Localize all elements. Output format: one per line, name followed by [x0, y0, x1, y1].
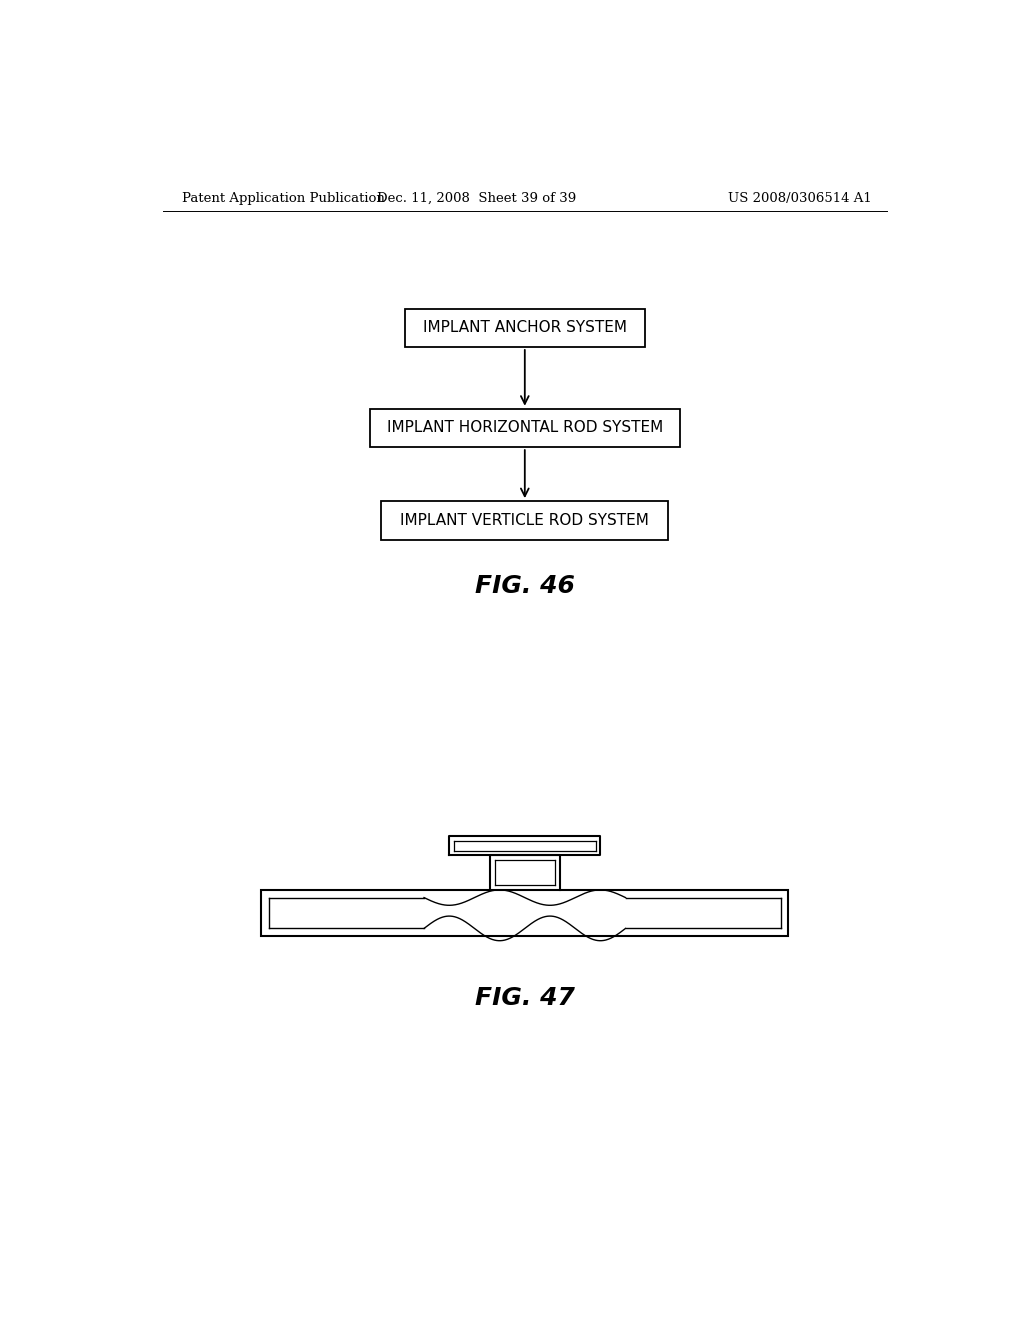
- Text: IMPLANT ANCHOR SYSTEM: IMPLANT ANCHOR SYSTEM: [423, 321, 627, 335]
- Text: US 2008/0306514 A1: US 2008/0306514 A1: [728, 191, 872, 205]
- FancyBboxPatch shape: [261, 890, 788, 936]
- FancyBboxPatch shape: [404, 309, 645, 347]
- Text: Patent Application Publication: Patent Application Publication: [182, 191, 385, 205]
- Text: FIG. 47: FIG. 47: [475, 986, 574, 1010]
- Text: IMPLANT VERTICLE ROD SYSTEM: IMPLANT VERTICLE ROD SYSTEM: [400, 512, 649, 528]
- FancyBboxPatch shape: [370, 409, 680, 447]
- FancyBboxPatch shape: [381, 502, 669, 540]
- Text: IMPLANT HORIZONTAL ROD SYSTEM: IMPLANT HORIZONTAL ROD SYSTEM: [387, 420, 663, 436]
- Text: FIG. 46: FIG. 46: [475, 574, 574, 598]
- Text: Dec. 11, 2008  Sheet 39 of 39: Dec. 11, 2008 Sheet 39 of 39: [377, 191, 577, 205]
